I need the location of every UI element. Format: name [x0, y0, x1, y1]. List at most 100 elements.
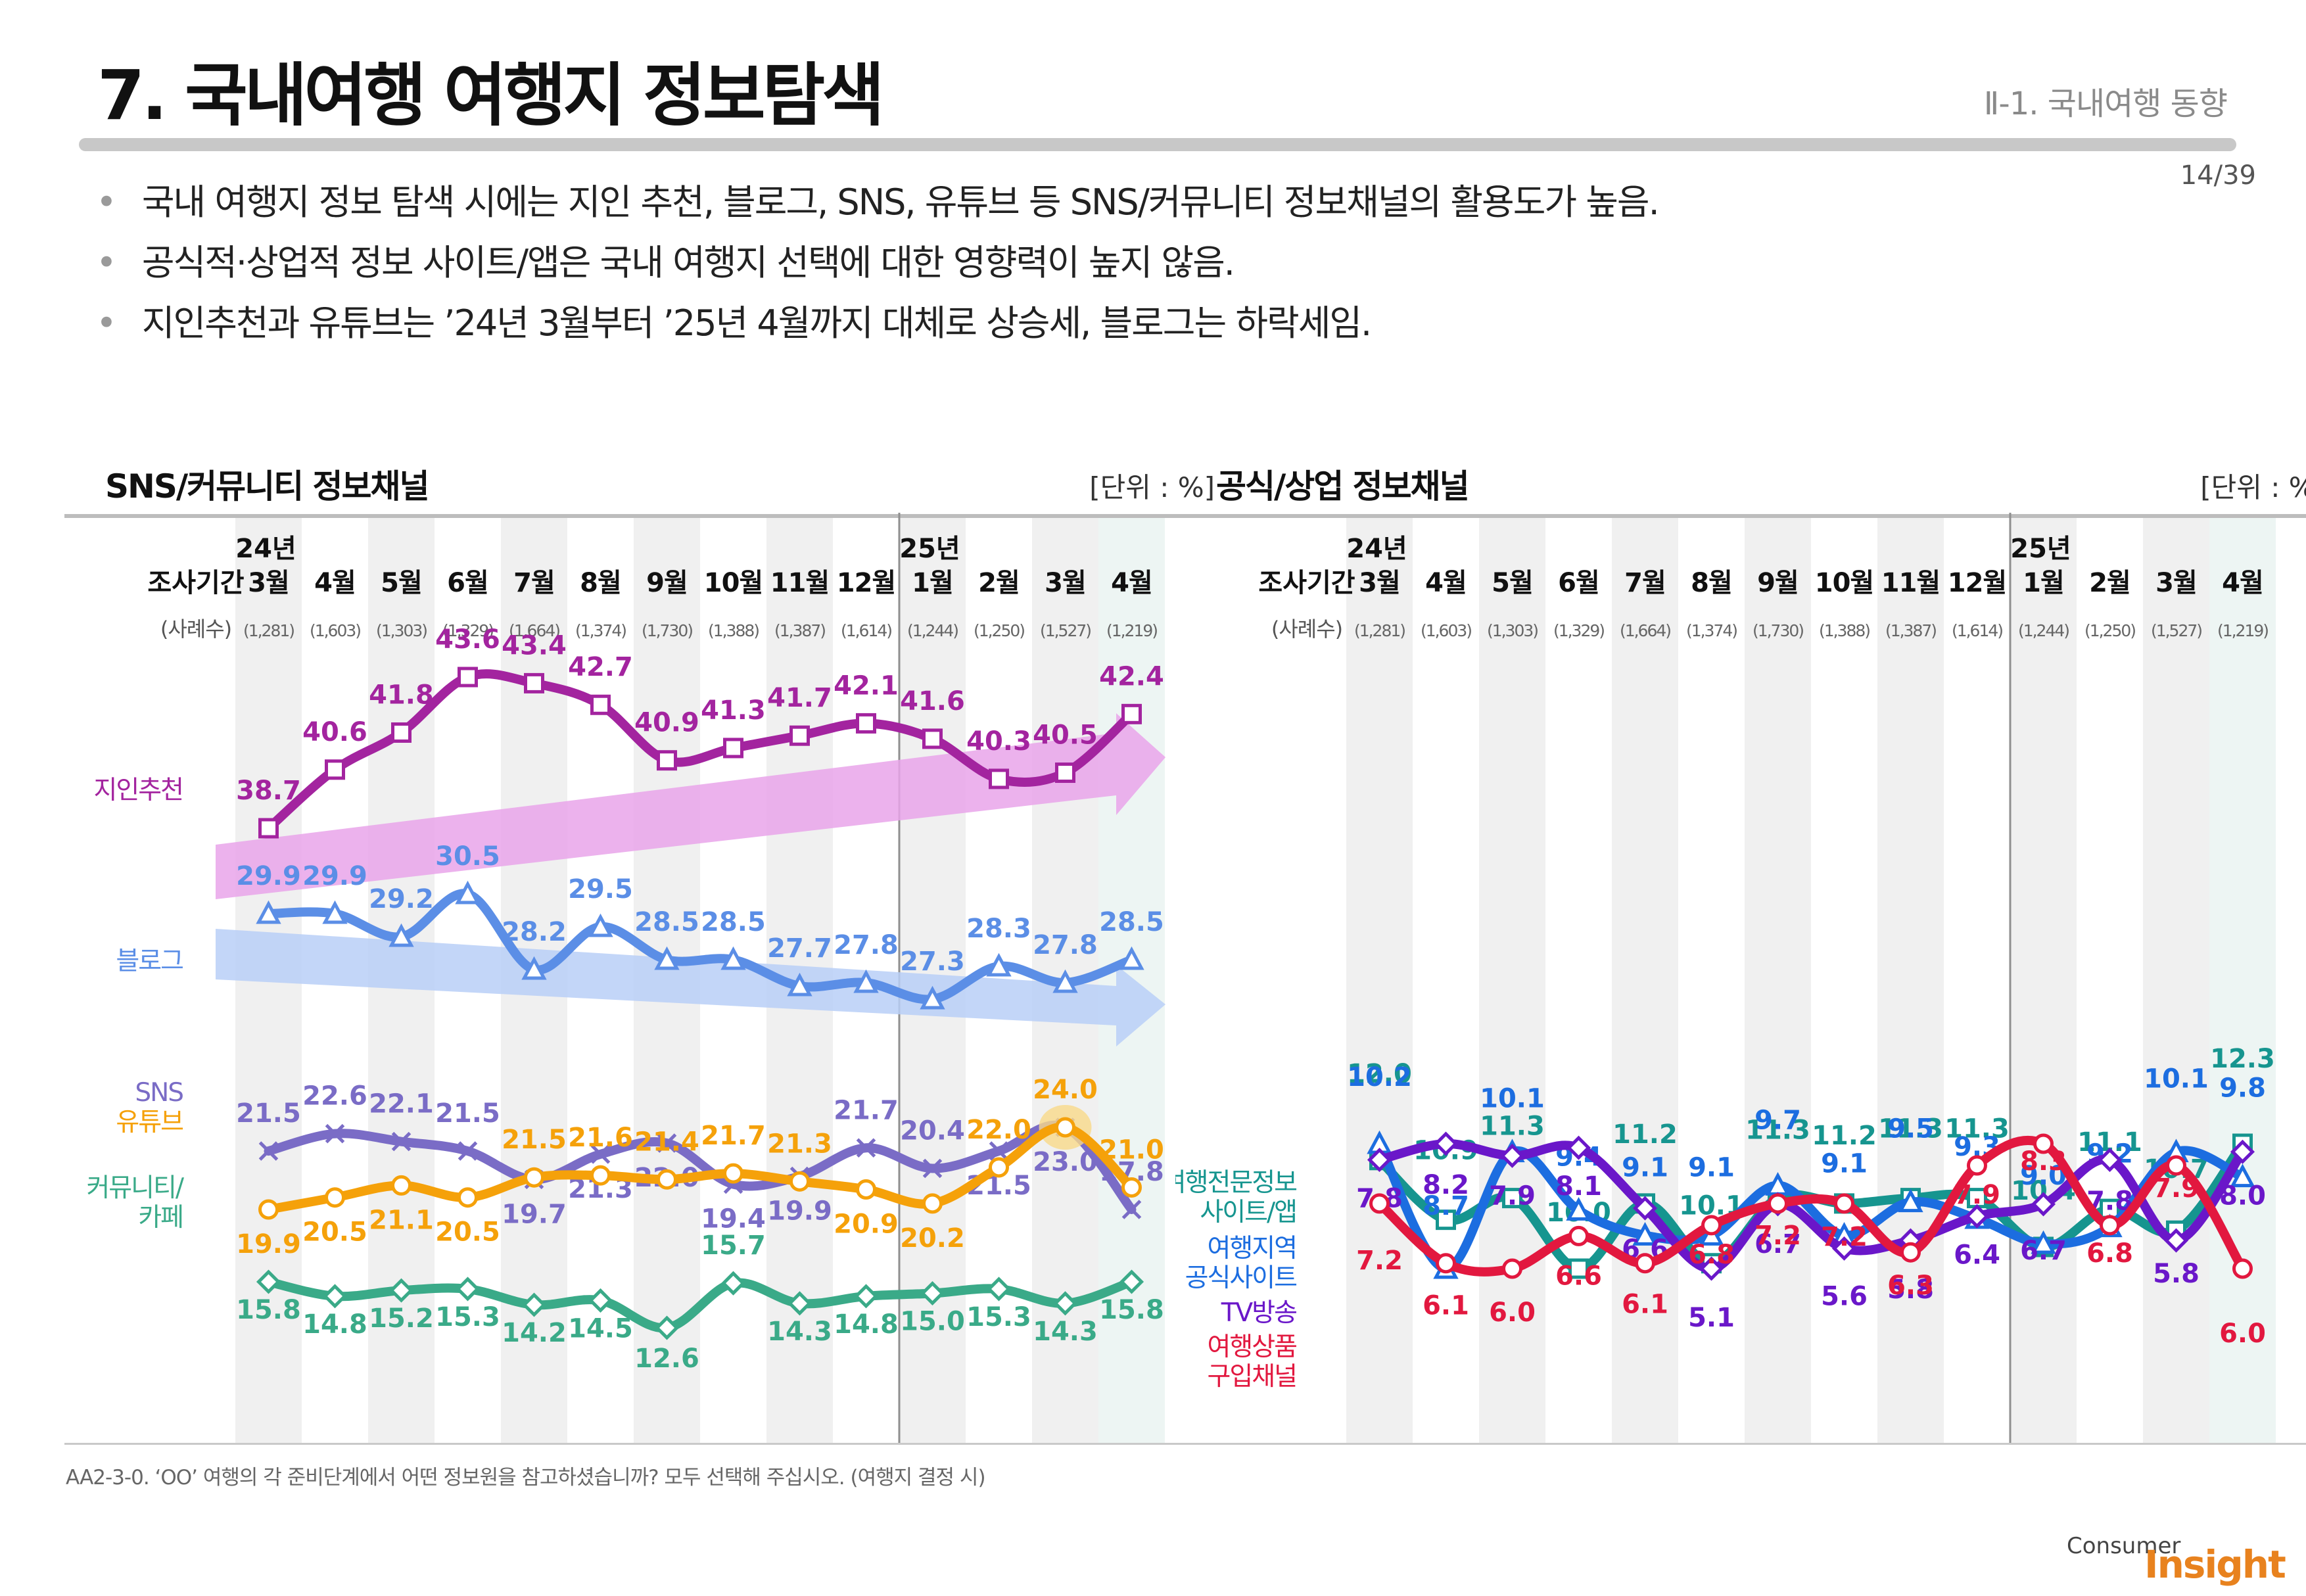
data-label: 9.1 — [1688, 1152, 1735, 1183]
data-point-marker — [1055, 763, 1075, 784]
column-band — [2010, 518, 2077, 1443]
data-point-marker — [391, 722, 412, 743]
data-point-marker — [521, 956, 547, 980]
data-point-marker — [789, 1171, 810, 1192]
bullet-text: 공식적·상업적 정보 사이트/앱은 국내 여행지 선택에 대한 영향력이 높지 … — [141, 242, 1235, 283]
data-label: 15.0 — [900, 1307, 965, 1337]
data-point-marker — [588, 913, 613, 937]
month-tick-label: 11월 — [1881, 568, 1940, 598]
data-point-marker — [720, 1271, 746, 1296]
data-label: 40.9 — [634, 708, 699, 738]
data-point-marker — [654, 946, 680, 970]
data-label: 9.1 — [1622, 1152, 1668, 1183]
data-label: 11.3 — [1944, 1114, 2010, 1144]
data-label: 28.3 — [966, 914, 1031, 944]
data-point-marker — [1119, 1269, 1144, 1294]
series-group: 38.740.641.843.6 43.442.740.9 41.3 41.7 42.1… — [216, 624, 1165, 899]
data-point-marker — [524, 1167, 544, 1188]
data-label: 29.2 — [369, 884, 434, 914]
sample-size-value: (1,664) — [509, 621, 559, 640]
data-point-marker — [1898, 1188, 1923, 1213]
sample-size-value: (1,730) — [642, 621, 692, 640]
data-label: 20.2 — [900, 1223, 965, 1254]
data-point-marker — [1831, 1236, 1857, 1261]
data-point-marker — [856, 1179, 876, 1200]
data-label: 42.1 — [834, 670, 899, 701]
data-label: 6.7 — [1754, 1229, 1801, 1259]
series-legend-label: 구입채널 — [1207, 1362, 1296, 1392]
data-point-marker — [1433, 1131, 1459, 1156]
month-tick-label: 5월 — [381, 568, 422, 598]
sample-size-value: (1,374) — [1686, 621, 1737, 640]
data-point-marker — [590, 1144, 611, 1164]
sample-size-value: (1,244) — [907, 621, 958, 640]
data-point-marker — [1964, 1204, 1990, 1229]
data-label: 9.8 — [2219, 1073, 2266, 1104]
uptrend-arrow — [216, 713, 1165, 899]
month-tick-label: 12월 — [837, 568, 895, 598]
data-label: 12.6 — [634, 1344, 699, 1374]
data-label: 27.7 — [767, 933, 832, 964]
data-label: 7.9 — [2153, 1173, 2200, 1204]
data-label: 11.2 — [1612, 1119, 1678, 1150]
data-point-marker — [590, 694, 611, 715]
series-legend-label: 유튜브 — [116, 1108, 183, 1137]
sns-community-line-chart: 조사기간 (사례수) 24년 25년 3월 4월 5월 6월 7월 8월 9월 10월 11월 12월 1월… — [64, 513, 1215, 1445]
data-point-marker — [388, 923, 414, 947]
data-label: 15.2 — [369, 1303, 434, 1334]
data-point-marker — [458, 1187, 478, 1208]
data-point-marker — [922, 728, 943, 749]
data-label: 7.9 — [1489, 1181, 1536, 1211]
sample-size-value: (1,388) — [708, 621, 759, 640]
series-legend-label: 여행상품 — [1207, 1332, 1296, 1362]
data-point-marker — [986, 952, 1012, 977]
data-label: 12.0 — [1347, 1059, 1412, 1089]
data-point-marker — [1436, 1209, 1456, 1231]
month-tick-label: 3월 — [248, 568, 289, 598]
data-label: 29.9 — [302, 861, 367, 891]
data-label: 20.5 — [435, 1217, 500, 1248]
sample-size-value: (1,329) — [1553, 621, 1604, 640]
official-commercial-line-chart: 조사기간 (사례수) 24년 25년 3월 4월 5월 6월 7월 8월 9월 10월 11월 12월 1월… — [1175, 513, 2306, 1445]
data-point-marker — [1900, 1242, 1921, 1263]
data-label: 27.3 — [900, 947, 965, 977]
data-label: 15.8 — [236, 1295, 301, 1325]
data-label: 28.5 — [701, 907, 766, 937]
data-point-marker — [258, 1199, 279, 1220]
data-label: 20.4 — [900, 1116, 965, 1146]
data-point-marker — [1632, 1196, 1658, 1221]
data-point-marker — [391, 1131, 412, 1152]
data-label: 40.5 — [1033, 720, 1098, 751]
data-point-marker — [1568, 1225, 1589, 1246]
sample-size-value: (1,303) — [1487, 621, 1538, 640]
data-label: 27.8 — [834, 930, 899, 960]
data-label: 10.1 — [2144, 1064, 2209, 1094]
data-label: 30.5 — [435, 841, 500, 872]
column-band — [1745, 518, 1811, 1443]
data-label: 8.1 — [1555, 1171, 1602, 1202]
data-point-marker — [657, 1169, 677, 1190]
data-point-marker — [458, 1141, 478, 1161]
series-legend-label: 공식사이트 — [1185, 1263, 1297, 1293]
series-legend-label: 여행지역 — [1207, 1234, 1296, 1263]
data-label: 11.3 — [1480, 1112, 1545, 1142]
data-label: 40.6 — [302, 717, 367, 747]
summary-bullets: • 국내 여행지 정보 탐색 시에는 지인 추천, 블로그, SNS, 유튜브 등… — [96, 172, 1660, 354]
data-label: 41.8 — [369, 680, 434, 710]
data-label: 11.2 — [1812, 1121, 1877, 1151]
data-point-marker — [256, 1269, 281, 1294]
data-label: 7.2 — [1356, 1246, 1403, 1276]
data-label: 21.1 — [369, 1205, 434, 1235]
data-label: 11.3 — [1878, 1114, 1943, 1144]
data-point-marker — [588, 1288, 613, 1313]
data-point-marker — [723, 1163, 743, 1184]
series-legend-label: 사이트/앱 — [1200, 1198, 1296, 1227]
latest-column-band — [2209, 518, 2276, 1443]
sample-size-value: (1,244) — [2018, 621, 2069, 640]
bullet-item: • 지인추천과 유튜브는 ’24년 3월부터 ’25년 4월까지 대체로 상승세,… — [96, 293, 1659, 354]
data-label: 19.4 — [701, 1204, 766, 1234]
data-label: 15.3 — [435, 1302, 500, 1332]
sample-size-value: (1,527) — [1040, 621, 1091, 640]
sample-size-value: (1,614) — [841, 621, 891, 640]
data-label: 15.3 — [966, 1302, 1031, 1332]
